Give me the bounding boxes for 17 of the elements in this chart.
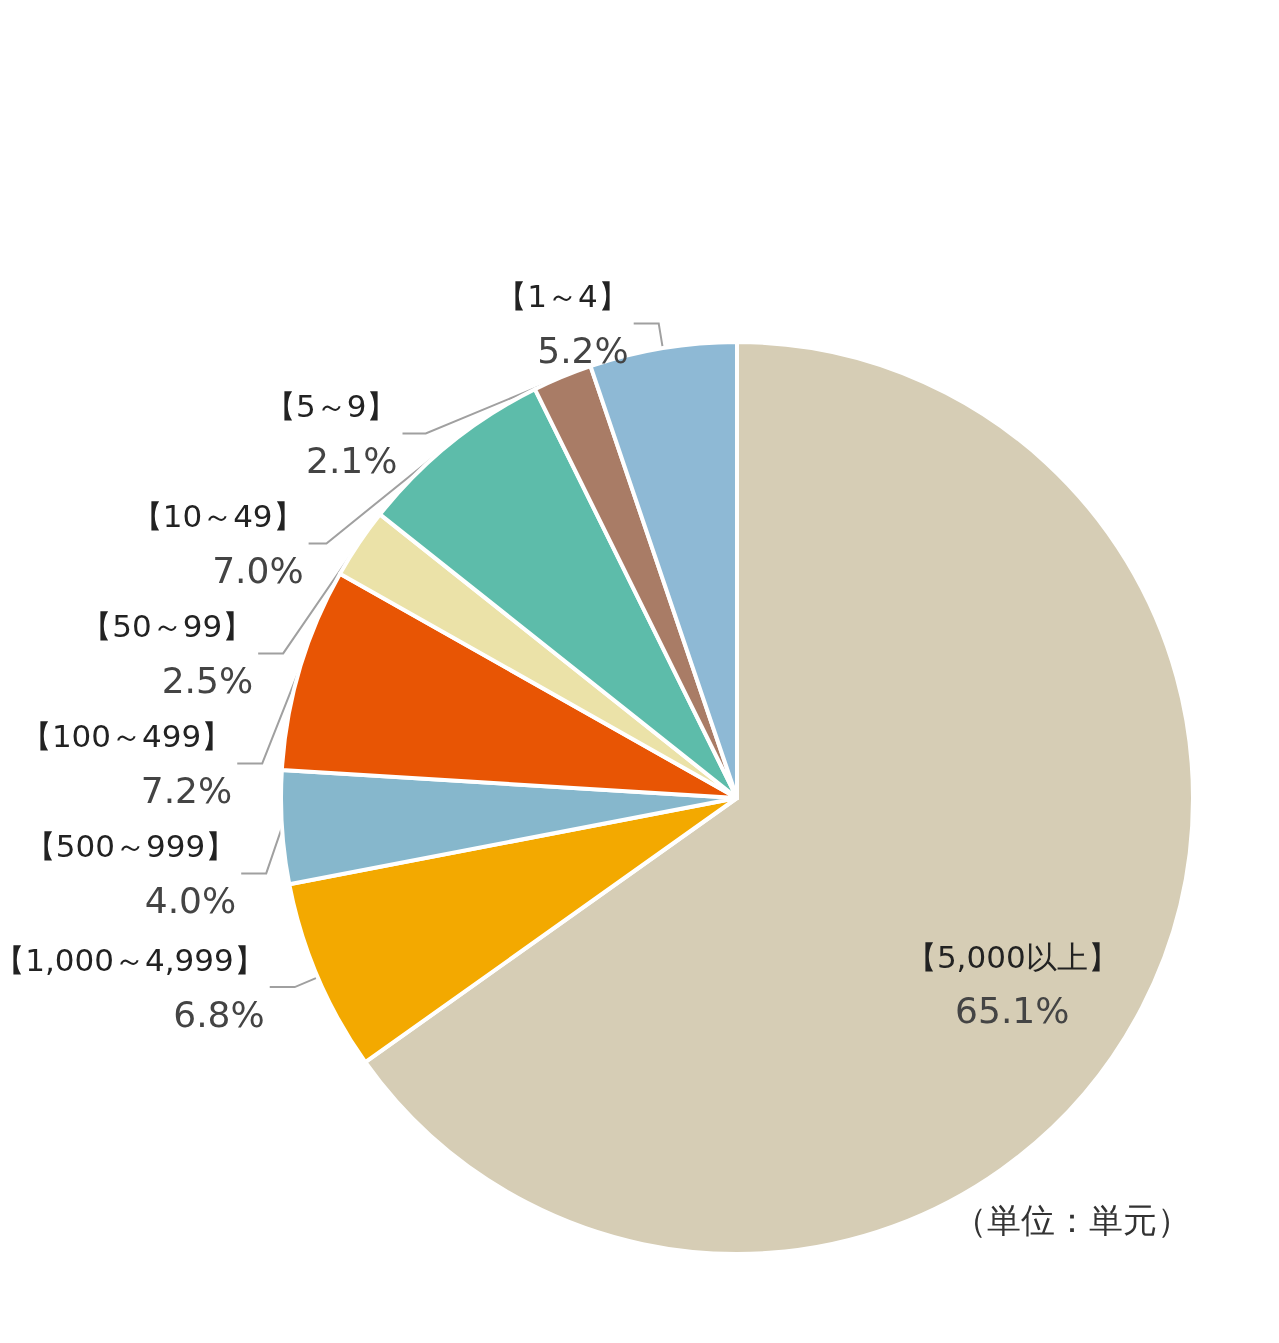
data-label: 2.5% <box>161 659 254 701</box>
slice-label: 【50～99】 <box>81 608 254 645</box>
slice-label: 【100～499】 <box>20 718 233 755</box>
data-label: 6.8% <box>173 993 265 1035</box>
slice-label: 【10～49】 <box>131 498 304 535</box>
slice-label: 【1,000～4,999】 <box>0 942 265 979</box>
slice-label: 【5,000以上】 <box>905 938 1119 975</box>
slice-label: 【5～9】 <box>265 388 398 425</box>
slice-label: 【500～999】 <box>24 828 237 865</box>
data-label: 7.0% <box>212 549 304 591</box>
data-label: 2.1% <box>306 439 398 481</box>
text: （単位：単元） <box>953 1200 1191 1240</box>
data-label: 4.0% <box>144 879 237 921</box>
data-label: 5.2% <box>537 329 629 371</box>
slice-label: 【1～4】 <box>496 278 629 315</box>
data-label: 7.2% <box>140 769 233 811</box>
data-label: 65.1% <box>955 990 1070 1032</box>
